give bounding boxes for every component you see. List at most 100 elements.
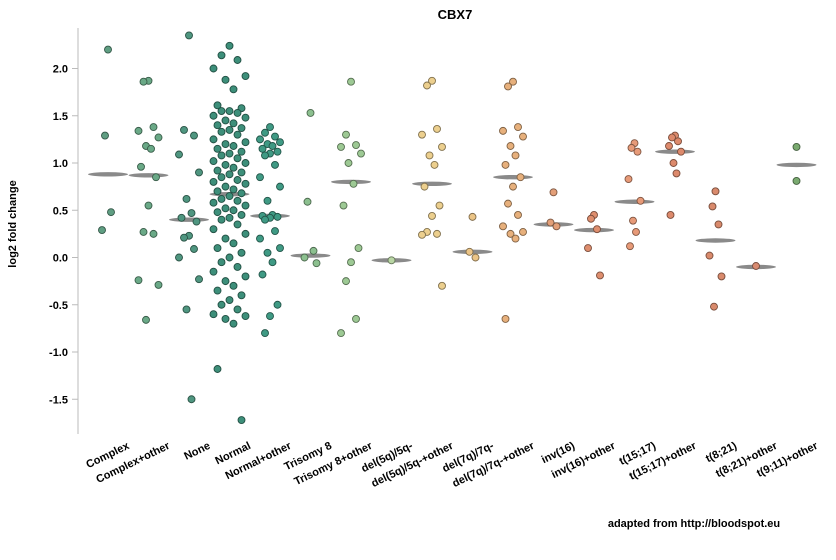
- data-point: [256, 234, 264, 243]
- data-point: [213, 286, 222, 295]
- data-point: [225, 296, 234, 304]
- data-point: [209, 310, 218, 319]
- data-point: [134, 126, 143, 135]
- data-point: [792, 177, 801, 185]
- data-point: [195, 275, 203, 284]
- data-point: [632, 228, 640, 236]
- data-point: [229, 142, 238, 150]
- data-point: [233, 263, 242, 271]
- data-point: [221, 140, 230, 149]
- data-point: [276, 182, 284, 191]
- data-point: [468, 212, 477, 221]
- data-point: [107, 208, 115, 217]
- data-point: [273, 147, 282, 156]
- data-point: [229, 239, 238, 248]
- data-point: [423, 81, 431, 90]
- data-point: [229, 163, 238, 172]
- data-point: [430, 160, 439, 169]
- data-point: [180, 125, 188, 134]
- data-point: [596, 271, 604, 280]
- data-point: [229, 281, 238, 290]
- data-point: [349, 179, 358, 188]
- data-point: [213, 187, 222, 196]
- data-point: [511, 234, 520, 243]
- data-point: [552, 222, 561, 231]
- data-point: [266, 312, 274, 321]
- y-tick-label: 1.0: [53, 158, 68, 170]
- median-marker: [88, 172, 128, 177]
- data-point: [258, 144, 267, 153]
- data-point: [668, 133, 676, 142]
- category-label: None: [182, 440, 212, 463]
- data-point: [276, 244, 284, 253]
- data-point: [209, 177, 218, 186]
- data-point: [233, 154, 242, 163]
- data-point: [433, 229, 441, 238]
- data-point: [258, 270, 267, 279]
- data-point: [209, 198, 218, 207]
- data-point: [241, 113, 250, 122]
- data-point: [177, 213, 186, 222]
- y-ticks: 2.0 1.5 1.0 0.5 0.0 -0.5 -1.0 -1.5: [49, 64, 78, 406]
- data-point: [425, 151, 434, 160]
- data-point: [237, 189, 246, 198]
- data-point: [344, 159, 353, 167]
- data-point: [627, 143, 636, 152]
- data-point: [209, 267, 218, 276]
- data-point: [271, 227, 279, 235]
- data-point: [149, 123, 158, 132]
- data-point: [182, 194, 191, 203]
- data-point: [213, 208, 222, 217]
- data-point: [337, 142, 345, 151]
- data-point: [433, 125, 441, 133]
- data-point: [152, 173, 160, 182]
- data-point: [134, 276, 143, 285]
- data-point: [438, 281, 446, 290]
- data-point: [241, 312, 250, 321]
- data-point: [241, 179, 250, 188]
- data-point: [312, 259, 321, 268]
- data-point: [237, 211, 246, 219]
- data-point: [717, 272, 726, 281]
- data-point: [306, 108, 315, 117]
- data-point: [185, 31, 193, 40]
- data-point: [714, 220, 723, 229]
- data-point: [221, 116, 230, 125]
- y-tick-label: 2.0: [53, 64, 68, 76]
- data-point: [519, 132, 527, 141]
- data-point: [465, 247, 474, 256]
- data-point: [213, 166, 222, 175]
- data-points: [98, 31, 801, 424]
- data-point: [268, 258, 277, 267]
- data-point: [471, 253, 480, 262]
- data-point: [137, 162, 145, 171]
- data-point: [354, 244, 363, 253]
- data-point: [182, 305, 191, 314]
- data-point: [514, 123, 522, 132]
- median-marker: [128, 173, 169, 178]
- data-point: [629, 216, 637, 225]
- data-point: [221, 160, 230, 169]
- data-point: [352, 314, 360, 323]
- data-point: [792, 142, 801, 151]
- data-point: [217, 300, 226, 309]
- data-point: [233, 196, 242, 205]
- data-point: [261, 215, 269, 224]
- data-point: [233, 176, 242, 184]
- data-point: [666, 211, 675, 219]
- data-point: [271, 132, 279, 141]
- data-point: [263, 196, 272, 205]
- data-point: [225, 149, 234, 158]
- data-point: [225, 170, 234, 179]
- median-marker: [614, 199, 655, 204]
- data-point: [438, 142, 446, 151]
- data-point: [241, 72, 250, 81]
- data-point: [705, 251, 714, 260]
- data-point: [98, 226, 106, 235]
- y-tick-label: -0.5: [49, 300, 68, 312]
- data-point: [347, 77, 355, 86]
- data-point: [217, 51, 226, 60]
- data-point: [225, 41, 234, 50]
- chart-title: CBX7: [438, 7, 473, 22]
